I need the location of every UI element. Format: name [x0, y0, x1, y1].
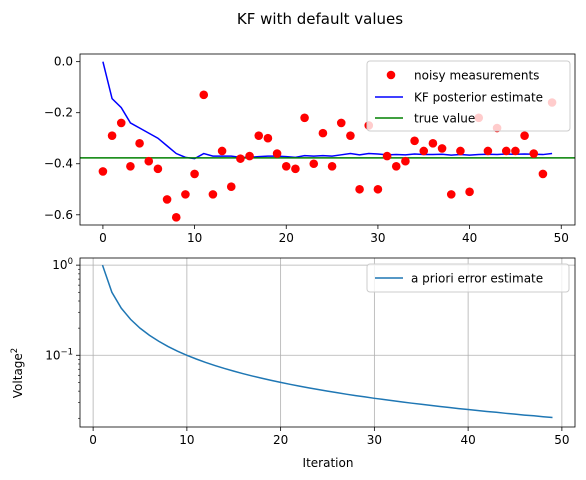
- ylabel-bottom-text: Voltage: [11, 353, 25, 398]
- plot-frame: [79, 53, 576, 226]
- ytick-label: −0.4: [44, 157, 73, 171]
- data-point-measurement: [446, 190, 456, 199]
- data-point-measurement: [254, 131, 264, 140]
- data-point-measurement: [410, 136, 419, 146]
- xtick-label: 50: [554, 433, 569, 447]
- legend-label: true value: [414, 112, 475, 126]
- xtick-label: 40: [462, 231, 477, 245]
- xtick-label: 0: [99, 231, 107, 245]
- series-line-kf-posterior: [102, 61, 553, 160]
- data-point-measurement: [181, 190, 190, 199]
- legend-label: a priori error estimate: [411, 272, 543, 286]
- plot-top: 0 10 20 30 40 50 0.0 −0.2 −0.4 −0.6 noisy measurem…: [44, 53, 576, 245]
- ytick-label: 0.0: [54, 55, 73, 69]
- data-point-measurement: [437, 144, 447, 153]
- data-point-measurement: [346, 131, 355, 140]
- data-point-measurement: [144, 156, 154, 166]
- data-point-measurement: [419, 146, 429, 156]
- data-point-measurement: [245, 151, 254, 161]
- xtick-label: 30: [370, 231, 385, 245]
- ytick-label: −0.2: [44, 106, 73, 120]
- ytick-label-base: 10: [52, 258, 67, 272]
- data-point-measurement: [355, 184, 364, 194]
- ytick-label-exponent: 0: [68, 257, 73, 267]
- data-point-measurement: [309, 159, 319, 169]
- data-point-measurement: [217, 146, 227, 156]
- data-point-measurement: [401, 156, 410, 166]
- data-point-measurement: [126, 161, 135, 171]
- ylabel-bottom: Voltage2: [10, 348, 25, 398]
- data-point-measurement: [199, 90, 209, 100]
- data-point-measurement: [162, 195, 172, 204]
- xtick-label: 50: [554, 231, 569, 245]
- ytick-label: 10−1: [45, 347, 73, 362]
- data-point-measurement: [263, 133, 273, 143]
- xtick-label: 10: [179, 433, 194, 447]
- data-point-measurement: [291, 164, 300, 174]
- data-point-measurement: [501, 146, 511, 156]
- data-point-measurement: [300, 113, 309, 123]
- data-point-measurement: [135, 139, 144, 148]
- ylabel-bottom-exponent: 2: [10, 348, 20, 353]
- data-point-measurement: [327, 161, 337, 171]
- xlabel-bottom: Iteration: [303, 456, 354, 470]
- xtick-label: 30: [367, 433, 382, 447]
- data-point-measurement: [318, 128, 328, 138]
- legend-box: [366, 60, 571, 132]
- plot-frame: [79, 257, 576, 428]
- data-point-measurement: [107, 131, 117, 140]
- data-point-measurement: [226, 182, 236, 192]
- data-point-measurement: [272, 149, 282, 158]
- data-point-measurement: [465, 187, 474, 197]
- xtick-label: 20: [273, 433, 288, 447]
- data-point-measurement: [382, 151, 392, 161]
- data-point-measurement: [190, 169, 199, 179]
- xtick-label: 10: [187, 231, 202, 245]
- data-point-measurement: [391, 161, 401, 171]
- legend-box: [366, 263, 570, 293]
- xtick-label: 0: [89, 433, 97, 447]
- data-point-measurement: [529, 149, 539, 158]
- data-point-measurement: [153, 164, 163, 174]
- xtick-label: 40: [460, 433, 475, 447]
- data-point-measurement: [98, 167, 108, 176]
- legend-label: noisy measurements: [414, 69, 539, 83]
- ytick-label-exponent: −1: [60, 347, 73, 357]
- data-point-measurement: [483, 146, 493, 156]
- data-point-measurement: [373, 184, 383, 194]
- data-point-measurement: [236, 154, 245, 163]
- series-line-a-priori-error: [101, 264, 553, 419]
- legend-marker: [386, 70, 396, 80]
- data-point-measurement: [538, 169, 548, 179]
- data-point-measurement: [281, 161, 291, 171]
- data-point-measurement: [336, 118, 346, 128]
- data-point-measurement: [116, 118, 126, 128]
- data-point-measurement: [456, 146, 465, 156]
- data-point-measurement: [171, 213, 181, 222]
- data-point-measurement: [208, 190, 218, 199]
- ytick-label: −0.6: [44, 208, 73, 222]
- legend-label: KF posterior estimate: [414, 91, 543, 105]
- data-point-measurement: [428, 139, 438, 148]
- data-point-measurement: [520, 131, 529, 140]
- ytick-label: 100: [52, 257, 73, 272]
- figure-title: KF with default values: [237, 10, 403, 28]
- data-point-measurement: [511, 146, 520, 156]
- xtick-label: 20: [279, 231, 294, 245]
- ytick-label-base: 10: [45, 348, 60, 362]
